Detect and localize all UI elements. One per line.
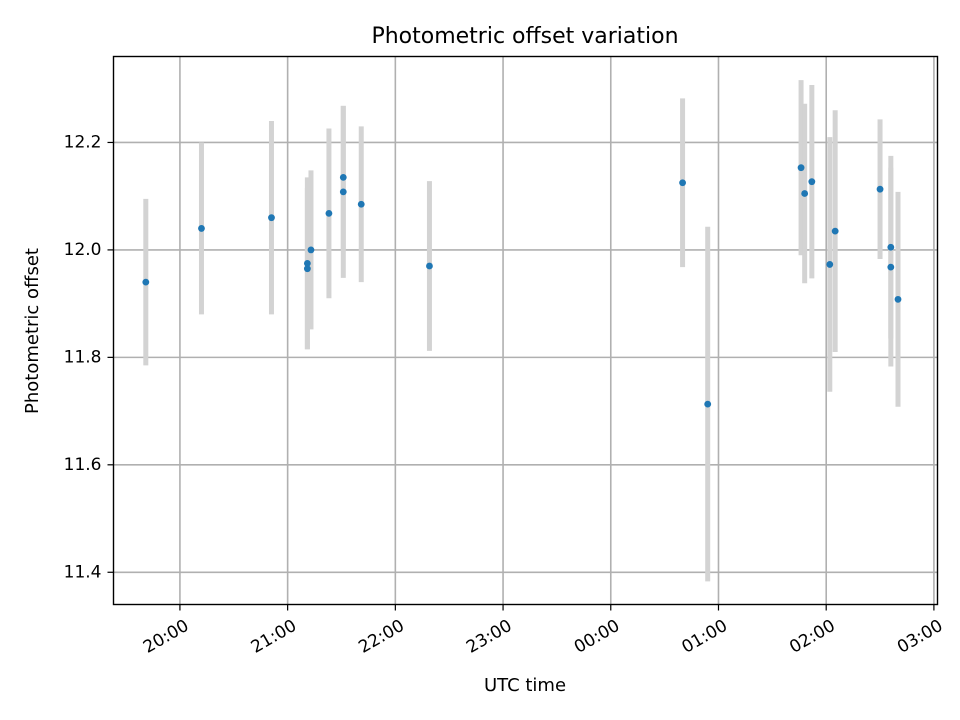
data-points bbox=[142, 164, 902, 408]
data-point bbox=[268, 214, 275, 222]
x-tick-label: 03:00 bbox=[894, 616, 946, 658]
data-point bbox=[339, 188, 347, 196]
y-tick-label: 11.8 bbox=[64, 347, 102, 367]
chart-title: Photometric offset variation bbox=[371, 24, 678, 49]
errorbars bbox=[143, 80, 901, 582]
data-point bbox=[831, 227, 839, 235]
x-tick-label: 22:00 bbox=[355, 616, 407, 658]
data-point bbox=[797, 164, 805, 172]
x-tick-label: 23:00 bbox=[463, 616, 515, 658]
x-axis-ticks: 20:00 21:00 22:00 23:00 00:00 01:00 02:00 03:00 bbox=[140, 604, 946, 658]
data-point bbox=[325, 209, 333, 217]
y-axis-ticks: 11.4 11.6 11.8 12.0 12.2 bbox=[64, 132, 114, 582]
data-point bbox=[887, 243, 895, 251]
data-point bbox=[887, 263, 895, 271]
data-point bbox=[142, 278, 150, 286]
data-point bbox=[426, 262, 433, 270]
y-tick-label: 12.2 bbox=[64, 132, 102, 152]
data-point bbox=[198, 225, 205, 232]
plot-frame bbox=[112, 55, 939, 606]
data-point bbox=[808, 178, 816, 186]
y-tick-label: 11.4 bbox=[64, 562, 102, 582]
x-tick-label: 02:00 bbox=[786, 616, 838, 658]
y-axis-label: Photometric offset bbox=[22, 248, 43, 414]
data-point bbox=[303, 265, 311, 273]
data-point bbox=[339, 173, 347, 181]
data-point bbox=[876, 185, 884, 193]
data-point bbox=[307, 246, 315, 254]
data-point bbox=[801, 190, 809, 197]
y-tick-label: 12.0 bbox=[64, 240, 102, 260]
data-point bbox=[704, 400, 712, 408]
x-axis-label: UTC time bbox=[484, 675, 566, 696]
data-point bbox=[826, 261, 834, 268]
x-tick-label: 20:00 bbox=[140, 616, 192, 658]
x-tick-label: 00:00 bbox=[571, 616, 623, 658]
x-tick-label: 21:00 bbox=[248, 616, 300, 658]
x-tick-label: 01:00 bbox=[679, 616, 731, 658]
data-point bbox=[357, 200, 365, 208]
y-tick-label: 11.6 bbox=[64, 455, 102, 475]
data-point bbox=[894, 295, 902, 303]
data-point bbox=[303, 259, 311, 267]
data-point bbox=[679, 179, 686, 187]
